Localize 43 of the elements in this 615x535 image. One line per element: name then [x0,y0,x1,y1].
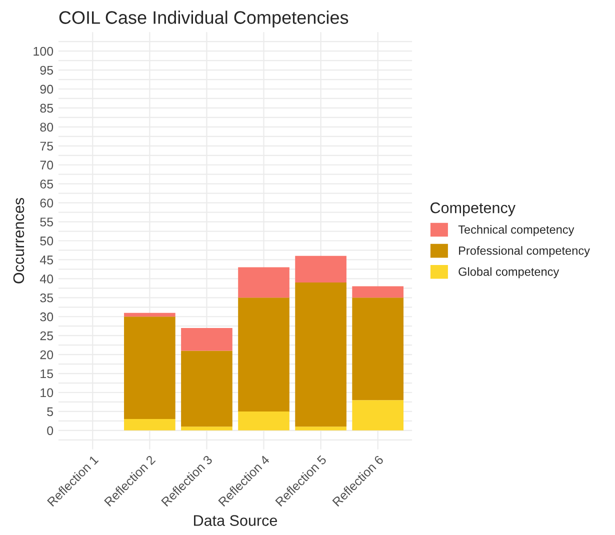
bar [238,267,290,298]
bar [181,426,232,430]
bar [124,312,176,317]
y-axis-title: Occurrences [13,198,24,284]
y-tick-label: 65 [40,180,54,188]
legend-label: Professional competency [459,246,590,258]
y-tick-label: 35 [40,293,54,302]
bar [238,411,290,430]
y-tick-label: 55 [40,218,54,226]
bar [295,256,346,282]
legend-label: Technical competency [458,225,574,236]
bar [295,426,346,430]
y-tick-label: 30 [40,312,54,322]
y-tick-label: 50 [40,236,54,246]
x-axis-title: Data Source [194,515,278,526]
bar [124,419,176,430]
bar [352,286,404,298]
y-tick-label: 0 [47,426,54,436]
y-tick-label: 25 [40,331,54,340]
y-tick-label: 75 [40,142,54,151]
bar [238,298,290,412]
y-tick-label: 10 [40,388,54,398]
bar [352,298,404,400]
bar [181,350,232,427]
y-tick-label: 85 [40,104,54,113]
bar [124,316,176,420]
bar [352,400,404,430]
y-tick-label: 60 [40,198,54,208]
y-tick-label: 20 [40,350,54,360]
y-tick-label: 95 [40,66,54,75]
y-tick-label: 80 [40,122,54,132]
y-tick-label: 15 [40,369,54,378]
y-tick-label: 90 [40,84,54,94]
bar [181,328,232,351]
y-tick-label: 70 [40,160,54,170]
bar [295,282,346,427]
y-tick-label: 40 [40,274,54,284]
legend-title: Competency [430,202,516,216]
y-tick-label: 45 [40,256,54,264]
chart-title: COIL Case Individual Competencies [59,10,348,28]
y-tick-label: 100 [34,46,54,56]
legend-label: Global competency [458,267,560,278]
y-tick-label: 5 [47,407,54,416]
